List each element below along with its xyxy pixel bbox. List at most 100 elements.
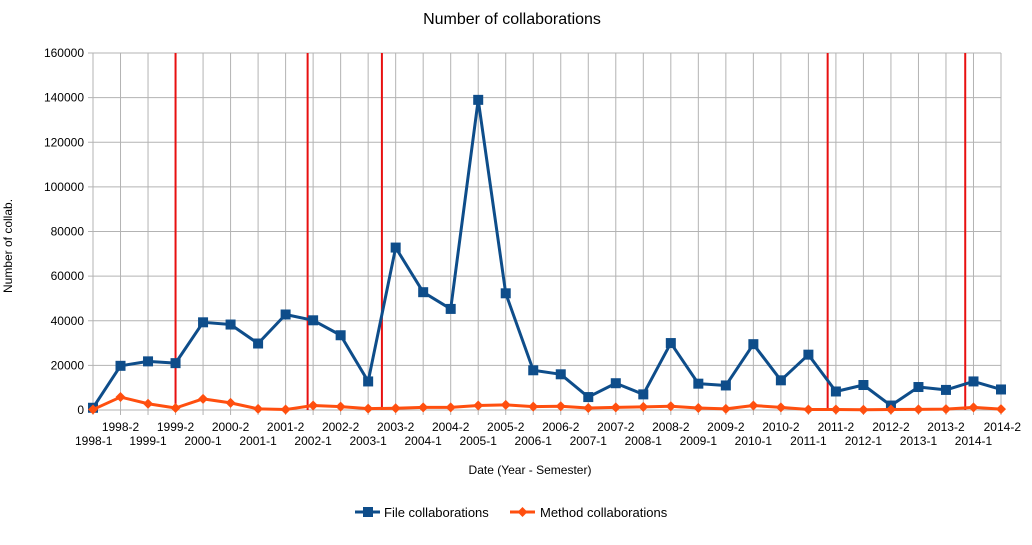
- data-point: [940, 404, 951, 415]
- data-point: [363, 376, 374, 387]
- x-tick-label: 2003-1: [349, 434, 387, 448]
- x-tick-label: 2014-1: [955, 434, 993, 448]
- data-point: [693, 378, 704, 389]
- data-point: [418, 287, 429, 298]
- vertical-markers: [174, 53, 967, 410]
- y-axis-label: Number of collab.: [1, 199, 15, 293]
- data-point: [335, 401, 346, 412]
- x-tick-label: 2012-1: [845, 434, 883, 448]
- x-tick-label: 2008-2: [652, 420, 690, 434]
- data-point: [775, 402, 786, 413]
- x-tick-label: 2004-1: [404, 434, 442, 448]
- data-point: [445, 402, 456, 413]
- y-tick-label: 80000: [51, 225, 85, 239]
- data-point: [583, 392, 594, 403]
- data-point: [830, 386, 841, 397]
- legend-label-method: Method collaborations: [540, 505, 668, 520]
- data-point: [555, 369, 566, 380]
- y-axis-ticks: 0 20000 40000 60000 80000 100000 120000 140000 1…: [44, 46, 84, 417]
- data-point: [170, 358, 181, 369]
- data-point: [693, 402, 704, 413]
- data-point: [280, 404, 291, 415]
- series-line: [92, 395, 1002, 412]
- data-point: [143, 398, 154, 409]
- x-tick-label: 2010-2: [762, 420, 800, 434]
- data-point: [968, 376, 979, 387]
- data-point: [143, 356, 154, 367]
- x-tick-label: 2005-2: [487, 420, 525, 434]
- data-point: [665, 338, 676, 349]
- x-tick-label: 1999-1: [129, 434, 167, 448]
- data-point: [610, 402, 621, 413]
- data-point: [225, 397, 236, 408]
- data-point: [830, 404, 841, 415]
- data-point: [253, 338, 264, 349]
- data-point: [253, 403, 264, 414]
- legend-item-file: File collaborations: [355, 505, 489, 520]
- x-tick-label: 2004-2: [432, 420, 470, 434]
- legend-label-file: File collaborations: [384, 505, 489, 520]
- data-point: [775, 375, 786, 386]
- data-point: [445, 303, 456, 314]
- data-point: [913, 404, 924, 415]
- x-tick-label: 2001-2: [267, 420, 305, 434]
- data-point: [610, 378, 621, 389]
- data-point: [363, 403, 374, 414]
- data-point: [555, 401, 566, 412]
- data-point: [940, 384, 951, 395]
- grid: [88, 52, 1002, 415]
- legend-item-method: Method collaborations: [510, 505, 668, 520]
- data-point: [748, 339, 759, 350]
- chart-title: Number of collaborations: [423, 11, 601, 28]
- y-tick-label: 20000: [51, 358, 85, 372]
- data-point: [115, 392, 126, 403]
- data-point: [418, 402, 429, 413]
- legend: File collaborations Method collaboration…: [355, 505, 668, 520]
- y-tick-label: 0: [77, 403, 84, 417]
- data-point: [280, 309, 291, 320]
- y-tick-label: 160000: [44, 46, 84, 60]
- data-point: [88, 404, 98, 415]
- x-tick-label: 1998-1: [75, 434, 113, 448]
- data-point: [665, 401, 676, 412]
- data-point: [198, 393, 209, 404]
- y-tick-label: 60000: [51, 269, 85, 283]
- data-point: [638, 389, 649, 400]
- x-tick-label: 1998-2: [102, 420, 140, 434]
- x-tick-label: 2000-1: [184, 434, 222, 448]
- data-point: [885, 404, 896, 415]
- x-tick-label: 2002-2: [322, 420, 360, 434]
- data-point: [996, 384, 1006, 395]
- data-point: [638, 401, 649, 412]
- data-point: [748, 400, 759, 411]
- x-tick-label: 2001-1: [239, 434, 277, 448]
- data-point: [803, 404, 814, 415]
- series-method: [88, 392, 1006, 415]
- data-point: [473, 400, 484, 411]
- x-tick-label: 2005-1: [460, 434, 498, 448]
- data-point: [583, 402, 594, 413]
- x-tick-label: 2011-2: [818, 420, 855, 434]
- x-tick-label: 2007-1: [570, 434, 608, 448]
- x-tick-label: 2003-2: [377, 420, 415, 434]
- x-tick-label: 2006-2: [542, 420, 580, 434]
- data-point: [390, 242, 401, 253]
- data-point: [308, 315, 319, 326]
- x-tick-label: 2009-2: [707, 420, 745, 434]
- series-file: [88, 94, 1006, 413]
- x-tick-label: 2013-1: [900, 434, 938, 448]
- data-point: [500, 288, 511, 299]
- data-point: [500, 399, 511, 410]
- data-point: [308, 400, 319, 411]
- x-axis-ticks: 1998-11998-21999-11999-22000-12000-22001…: [75, 420, 1021, 448]
- y-tick-label: 140000: [44, 91, 84, 105]
- data-point: [996, 404, 1006, 415]
- x-tick-label: 2006-1: [515, 434, 553, 448]
- y-tick-label: 100000: [44, 180, 84, 194]
- data-point: [720, 380, 731, 391]
- x-tick-label: 2011-1: [790, 434, 827, 448]
- x-tick-label: 2007-2: [597, 420, 635, 434]
- y-tick-label: 120000: [44, 135, 84, 149]
